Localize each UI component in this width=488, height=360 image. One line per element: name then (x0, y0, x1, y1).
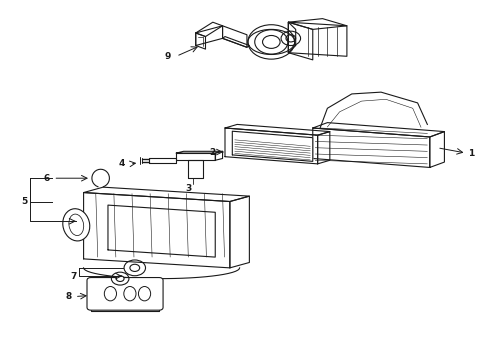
Polygon shape (149, 158, 176, 163)
Polygon shape (195, 22, 222, 37)
Polygon shape (224, 125, 329, 135)
Ellipse shape (138, 287, 150, 301)
Polygon shape (176, 153, 215, 160)
Polygon shape (232, 131, 312, 161)
Polygon shape (176, 151, 222, 153)
Text: 8: 8 (65, 292, 71, 301)
Ellipse shape (123, 287, 136, 301)
Polygon shape (224, 128, 317, 164)
Text: 3: 3 (185, 184, 191, 193)
Polygon shape (312, 123, 444, 137)
Polygon shape (83, 193, 229, 268)
Polygon shape (288, 22, 346, 56)
Text: 6: 6 (43, 174, 49, 183)
Text: 1: 1 (467, 149, 473, 158)
Polygon shape (222, 37, 249, 47)
Polygon shape (429, 132, 444, 167)
Text: 9: 9 (164, 52, 171, 61)
Polygon shape (91, 307, 159, 311)
Circle shape (130, 264, 140, 271)
Polygon shape (229, 196, 249, 268)
Polygon shape (188, 160, 203, 178)
Text: 4: 4 (119, 159, 125, 168)
Ellipse shape (104, 287, 116, 301)
Polygon shape (288, 22, 312, 60)
Polygon shape (288, 19, 346, 30)
Circle shape (116, 276, 124, 282)
FancyBboxPatch shape (87, 278, 163, 310)
Polygon shape (288, 22, 295, 53)
Text: 2: 2 (208, 148, 215, 157)
Polygon shape (317, 132, 329, 164)
Polygon shape (312, 128, 429, 167)
Text: 7: 7 (70, 271, 76, 280)
Polygon shape (222, 26, 246, 47)
Polygon shape (83, 187, 249, 202)
Polygon shape (195, 33, 205, 49)
Ellipse shape (69, 214, 83, 235)
Polygon shape (215, 151, 222, 160)
Ellipse shape (62, 209, 90, 241)
Polygon shape (195, 26, 222, 45)
Text: 5: 5 (21, 197, 27, 206)
Polygon shape (108, 205, 215, 257)
